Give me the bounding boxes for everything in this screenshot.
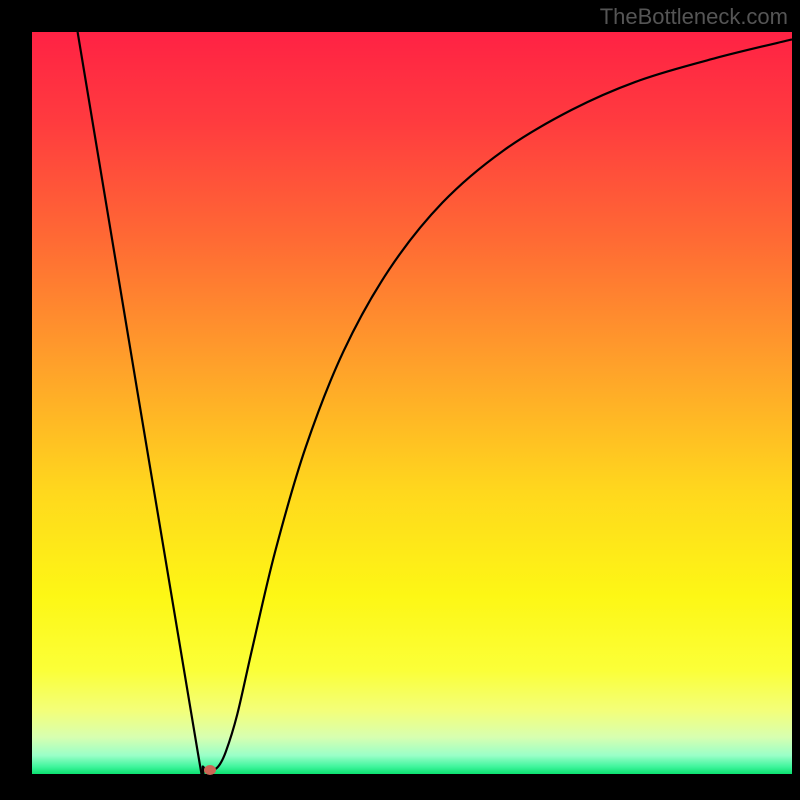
optimal-point-marker [204,765,216,775]
gradient-background [32,32,792,774]
watermark-text: TheBottleneck.com [600,4,788,30]
chart-container [32,32,792,774]
plot-area [32,32,792,774]
